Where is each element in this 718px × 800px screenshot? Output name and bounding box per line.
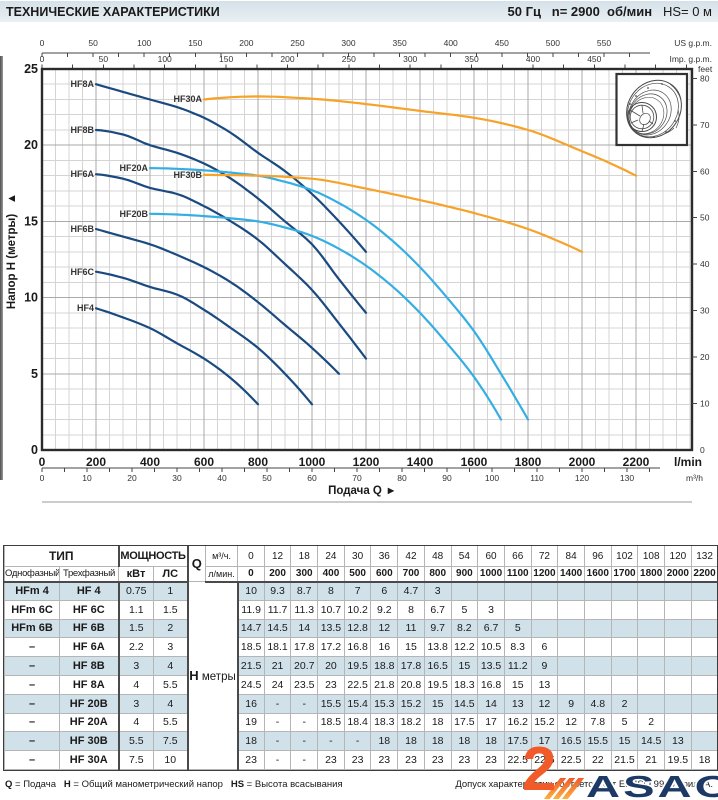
svg-text:1000: 1000 bbox=[299, 455, 326, 469]
svg-text:HF4: HF4 bbox=[77, 303, 94, 313]
svg-text:HF8A: HF8A bbox=[70, 79, 94, 89]
svg-text:25: 25 bbox=[24, 62, 38, 76]
svg-text:130: 130 bbox=[620, 473, 634, 483]
svg-text:30: 30 bbox=[172, 473, 182, 483]
svg-text:HF8B: HF8B bbox=[70, 125, 94, 135]
svg-text:2200: 2200 bbox=[623, 455, 650, 469]
svg-text:50: 50 bbox=[262, 473, 272, 483]
svg-text:80: 80 bbox=[397, 473, 407, 483]
svg-text:HF30A: HF30A bbox=[173, 94, 202, 104]
svg-text:feet: feet bbox=[698, 64, 713, 74]
svg-text:40: 40 bbox=[217, 473, 227, 483]
svg-text:20: 20 bbox=[700, 352, 710, 362]
svg-text:US g.p.m.: US g.p.m. bbox=[674, 38, 712, 48]
svg-text:1200: 1200 bbox=[353, 455, 380, 469]
svg-text:HF20B: HF20B bbox=[119, 209, 148, 219]
svg-text:100: 100 bbox=[485, 473, 499, 483]
svg-text:400: 400 bbox=[444, 38, 458, 48]
svg-text:1800: 1800 bbox=[515, 455, 542, 469]
svg-text:450: 450 bbox=[495, 38, 509, 48]
svg-text:50: 50 bbox=[99, 54, 109, 64]
svg-text:0: 0 bbox=[40, 54, 45, 64]
svg-text:1400: 1400 bbox=[407, 455, 434, 469]
svg-text:110: 110 bbox=[530, 473, 544, 483]
svg-text:l/min: l/min bbox=[674, 455, 702, 469]
svg-text:30: 30 bbox=[700, 306, 710, 316]
svg-text:0: 0 bbox=[31, 443, 38, 457]
svg-text:50: 50 bbox=[700, 213, 710, 223]
svg-text:400: 400 bbox=[140, 455, 160, 469]
svg-text:0: 0 bbox=[40, 473, 45, 483]
svg-text:HF6A: HF6A bbox=[70, 169, 94, 179]
svg-text:10: 10 bbox=[700, 399, 710, 409]
svg-text:70: 70 bbox=[352, 473, 362, 483]
svg-text:▶: ▶ bbox=[387, 486, 395, 495]
svg-text:0: 0 bbox=[40, 38, 45, 48]
svg-text:2000: 2000 bbox=[569, 455, 596, 469]
svg-text:200: 200 bbox=[86, 455, 106, 469]
svg-text:1600: 1600 bbox=[461, 455, 488, 469]
svg-text:90: 90 bbox=[442, 473, 452, 483]
svg-text:70: 70 bbox=[700, 120, 710, 130]
svg-text:300: 300 bbox=[341, 38, 355, 48]
svg-text:200: 200 bbox=[280, 54, 294, 64]
svg-text:100: 100 bbox=[158, 54, 172, 64]
svg-text:0: 0 bbox=[700, 445, 705, 455]
svg-text:450: 450 bbox=[587, 54, 601, 64]
svg-text:80: 80 bbox=[700, 73, 710, 83]
svg-text:HF6C: HF6C bbox=[70, 267, 94, 277]
svg-text:500: 500 bbox=[546, 38, 560, 48]
svg-text:50: 50 bbox=[88, 38, 98, 48]
svg-text:60: 60 bbox=[307, 473, 317, 483]
svg-text:0: 0 bbox=[39, 455, 46, 469]
svg-text:HF30B: HF30B bbox=[173, 170, 202, 180]
svg-text:150: 150 bbox=[188, 38, 202, 48]
svg-text:10: 10 bbox=[82, 473, 92, 483]
svg-text:200: 200 bbox=[239, 38, 253, 48]
svg-text:350: 350 bbox=[465, 54, 479, 64]
svg-text:15: 15 bbox=[24, 214, 38, 228]
svg-text:40: 40 bbox=[700, 259, 710, 269]
svg-text:350: 350 bbox=[393, 38, 407, 48]
svg-text:HF6B: HF6B bbox=[70, 224, 94, 234]
svg-text:800: 800 bbox=[248, 455, 268, 469]
svg-text:60: 60 bbox=[700, 166, 710, 176]
svg-text:m³/h: m³/h bbox=[686, 473, 703, 483]
svg-text:120: 120 bbox=[575, 473, 589, 483]
svg-text:20: 20 bbox=[24, 138, 38, 152]
svg-text:HF20A: HF20A bbox=[119, 163, 148, 173]
svg-text:10: 10 bbox=[24, 291, 38, 305]
svg-text:250: 250 bbox=[342, 54, 356, 64]
svg-text:5: 5 bbox=[31, 367, 38, 381]
svg-text:250: 250 bbox=[290, 38, 304, 48]
svg-text:20: 20 bbox=[127, 473, 137, 483]
svg-text:Напор H (метры) ▲: Напор H (метры) ▲ bbox=[6, 193, 18, 309]
svg-text:600: 600 bbox=[194, 455, 214, 469]
svg-text:550: 550 bbox=[597, 38, 611, 48]
svg-text:400: 400 bbox=[526, 54, 540, 64]
svg-text:Подача Q: Подача Q bbox=[328, 485, 382, 497]
svg-text:100: 100 bbox=[137, 38, 151, 48]
svg-text:300: 300 bbox=[403, 54, 417, 64]
svg-text:Imp. g.p.m.: Imp. g.p.m. bbox=[669, 54, 712, 64]
svg-text:150: 150 bbox=[219, 54, 233, 64]
